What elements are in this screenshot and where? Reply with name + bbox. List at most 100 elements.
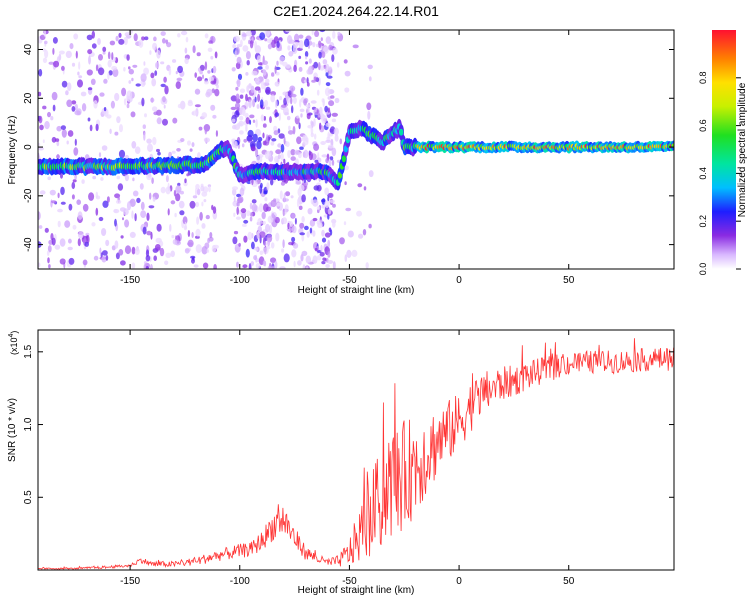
spectrogram-speckle <box>208 40 213 44</box>
spectrogram-speckle <box>328 66 333 75</box>
colorbar-gradient <box>712 30 736 269</box>
spectrogram-speckle <box>38 91 42 97</box>
spectrogram-speckle <box>332 203 336 208</box>
spectrogram-speckle <box>321 98 325 103</box>
spectrogram-speckle <box>265 134 269 143</box>
colorbar-label: Normalized spectral amplitude <box>737 82 748 217</box>
spectrogram-speckle <box>167 208 170 216</box>
spectrogram-speckle <box>279 266 286 269</box>
spectrogram-speckle <box>308 151 313 161</box>
spectrogram-speckle <box>201 112 208 119</box>
spectrogram-speckle <box>298 205 303 210</box>
spectrogram-speckle <box>119 124 123 133</box>
spectrogram-speckle <box>235 93 240 101</box>
spectrogram-speckle <box>324 258 327 262</box>
spectrogram-speckle <box>344 254 348 262</box>
spectrogram-speckle <box>56 125 62 132</box>
spectrogram-speckle <box>250 261 254 266</box>
spectrogram-speckle <box>138 39 144 48</box>
spectrogram-speckle <box>295 41 300 46</box>
spectrogram-speckle <box>194 104 201 108</box>
spectrogram-speckle <box>120 235 124 239</box>
spectrogram-speckle <box>178 200 185 209</box>
spectrogram-speckle <box>235 46 240 56</box>
spectrogram-speckle <box>108 70 113 76</box>
spectrogram-speckle <box>65 50 72 59</box>
spectrogram-speckle <box>285 141 290 148</box>
spectrogram-y-tick-label: -20 <box>23 188 34 203</box>
spectrogram-speckle <box>78 231 84 239</box>
spectrogram-speckle <box>142 226 147 235</box>
spectrogram-speckle <box>262 132 265 139</box>
spectrogram-speckle <box>87 49 93 55</box>
spectrogram-speckle <box>275 149 282 155</box>
spectrogram-speckle <box>180 138 185 142</box>
spectrogram-speckle <box>206 88 213 96</box>
spectrogram-x-tick-label: -150 <box>120 275 140 286</box>
spectrogram-speckle <box>245 31 252 37</box>
spectrogram-speckle <box>68 238 72 244</box>
spectrogram-speckle <box>249 212 254 217</box>
spectrogram-speckle <box>73 147 79 156</box>
spectrogram-speckle <box>256 231 261 240</box>
spectrogram-speckle <box>88 192 95 201</box>
spectrogram-speckle <box>109 40 116 46</box>
colorbar-tick-label: 0.0 <box>698 263 708 276</box>
spectrogram-speckle <box>279 190 283 200</box>
spectrogram-speckle <box>266 38 273 44</box>
spectrogram-speckle <box>126 103 130 109</box>
colorbar-tick-label: 0.2 <box>698 215 708 228</box>
spectrogram-speckle <box>313 185 320 191</box>
spectrogram-speckle <box>60 125 66 130</box>
spectrogram-speckle <box>91 222 96 227</box>
spectrogram-speckle <box>320 112 324 116</box>
spectrogram-speckle <box>186 173 190 177</box>
spectrogram-speckle <box>91 43 97 49</box>
spectrogram-speckle <box>120 260 126 266</box>
spectrogram-speckle <box>257 66 263 70</box>
spectrogram-speckle <box>105 239 110 247</box>
spectrogram-speckle <box>299 146 304 150</box>
spectrogram-speckle <box>177 33 181 38</box>
spectrogram-speckle <box>352 44 359 49</box>
spectrogram-speckle <box>343 165 349 171</box>
spectrogram-speckle <box>153 255 157 261</box>
spectrogram-speckle <box>308 66 311 75</box>
spectrogram-speckle <box>318 51 322 59</box>
spectrogram-speckle <box>282 91 288 96</box>
spectrogram-speckle <box>322 59 328 65</box>
spectrogram-speckle <box>197 76 203 82</box>
spectrogram-speckle <box>42 105 47 110</box>
spectrogram-speckle <box>204 127 207 135</box>
spectrogram-speckle <box>123 36 128 46</box>
spectrogram-speckle <box>288 125 291 131</box>
spectrogram-speckle <box>277 154 281 160</box>
spectrogram-speckle <box>287 130 294 135</box>
spectrogram-speckle <box>214 51 218 59</box>
spectrogram-speckle <box>232 44 236 49</box>
colorbar-ticks: 0.0 0.2 0.4 0.6 0.8 <box>698 72 741 276</box>
spectrogram-speckle <box>67 82 72 91</box>
spectrogram-speckle <box>130 111 136 118</box>
spectrogram-speckle <box>166 42 172 48</box>
spectrogram-speckle <box>86 69 93 76</box>
spectrogram-speckle <box>324 105 329 113</box>
snr-panel: -150 -100 -50 0 50 0.5 1.0 1.5 Height of strai… <box>7 329 675 596</box>
spectrogram-speckle <box>320 141 326 145</box>
spectrogram-speckle <box>182 216 188 225</box>
spectrogram-speckle <box>90 78 96 86</box>
spectrogram-speckle <box>267 239 271 247</box>
spectrogram-speckle <box>106 196 110 203</box>
spectrogram-speckle <box>307 208 313 215</box>
spectrogram-speckle <box>286 227 293 232</box>
ridge-core <box>399 128 404 136</box>
spectrogram-speckle <box>254 40 257 50</box>
spectrogram-speckle <box>42 57 48 63</box>
spectrogram-speckle <box>122 217 124 221</box>
spectrogram-speckle <box>264 241 267 247</box>
spectrogram-speckle <box>97 38 101 45</box>
spectrogram-speckle <box>236 78 241 88</box>
spectrogram-speckle <box>346 249 352 258</box>
spectrogram-speckle <box>325 264 330 268</box>
spectrogram-speckle <box>256 55 261 63</box>
